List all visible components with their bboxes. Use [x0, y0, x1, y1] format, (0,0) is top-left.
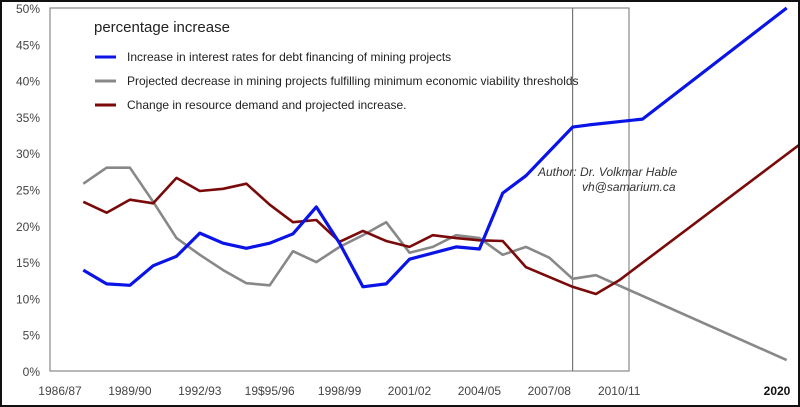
author-annotation: Author: Dr. Volkmar Hable: [537, 165, 677, 179]
legend-label: Projected decrease in mining projects fu…: [127, 74, 579, 88]
legend-label: Change in resource demand and projected …: [127, 98, 407, 112]
y-tick-label: 30%: [16, 147, 40, 161]
y-tick-label: 15%: [16, 256, 40, 270]
legend-label: Increase in interest rates for debt fina…: [127, 50, 451, 64]
x-tick-label: 19$95/96: [245, 384, 295, 398]
series-line-1: [82, 166, 788, 362]
y-tick-label: 35%: [16, 111, 40, 125]
y-tick-label: 0%: [23, 365, 41, 379]
series-line-2: [82, 144, 798, 296]
y-tick-label: 40%: [16, 75, 40, 89]
x-tick-label: 1986/87: [38, 384, 82, 398]
x-tick-label: 1989/90: [108, 384, 152, 398]
x-tick-label: 1998/99: [318, 384, 362, 398]
x-tick-label: 2020: [764, 384, 791, 398]
x-tick-label: 2010/11: [598, 384, 641, 398]
y-tick-label: 25%: [16, 184, 40, 198]
email-annotation: vh@samarium.ca: [582, 180, 676, 194]
y-tick-label: 10%: [16, 292, 40, 306]
x-tick-label: 2007/08: [528, 384, 572, 398]
x-tick-label: 2004/05: [458, 384, 502, 398]
chart-title: percentage increase: [94, 19, 230, 36]
y-tick-label: 50%: [16, 2, 40, 16]
y-tick-label: 45%: [16, 38, 40, 52]
plot-frame: [49, 7, 630, 372]
x-tick-label: 2001/02: [388, 384, 432, 398]
x-tick-label: 1992/93: [178, 384, 222, 398]
y-tick-label: 20%: [16, 220, 40, 234]
y-tick-label: 5%: [23, 329, 41, 343]
series-line-0: [82, 6, 788, 289]
